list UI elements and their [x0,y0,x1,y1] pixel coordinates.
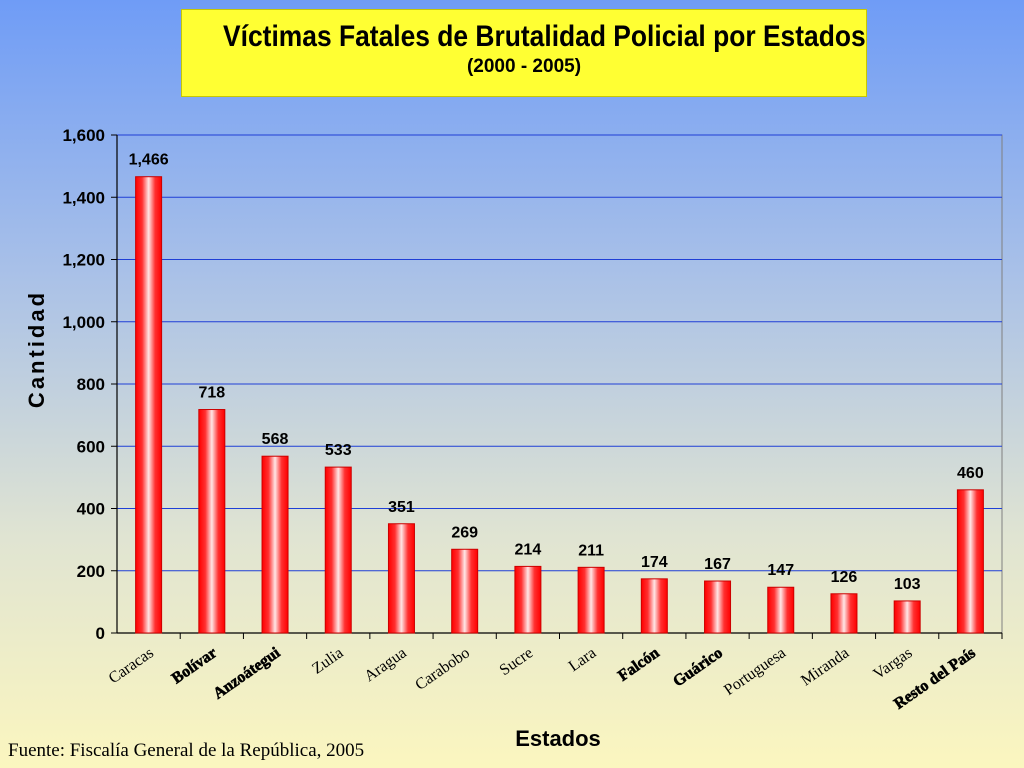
chart-title: Víctimas Fatales de Brutalidad Policial … [223,20,866,53]
bar [198,409,226,634]
bar [577,566,605,634]
y-tick-label: 1,000 [62,313,105,332]
x-category-label: Falcón [615,644,663,684]
bar [767,586,795,634]
x-category-label: Carabobo [412,644,473,694]
y-tick-label: 1,600 [62,126,105,145]
bar [704,580,732,634]
data-label: 211 [578,542,604,559]
y-tick-label: 1,200 [62,251,105,270]
y-axis-title: Cantidad [24,290,49,408]
x-category-label: Zulia [309,644,346,677]
bar [135,176,163,634]
bar [956,489,984,634]
chart-title-box: Víctimas Fatales de Brutalidad Policial … [181,9,867,97]
x-category-label: Portuguesa [721,644,789,699]
data-label: 533 [325,442,352,459]
data-label: 126 [831,569,858,586]
bar [640,578,668,634]
source-note: Fuente: Fiscalía General de la República… [8,740,365,761]
y-tick-label: 1,400 [62,188,105,207]
y-tick-label: 200 [77,562,105,581]
x-category-label: Lara [566,644,600,675]
x-category-label: Bolívar [169,644,220,687]
y-tick-label: 0 [96,624,105,643]
data-label: 103 [894,576,921,593]
data-label: 147 [767,562,794,579]
x-category-label: Guárico [670,644,726,690]
bar [261,455,289,634]
x-category-label: Anzoátegui [210,644,284,703]
y-tick-label: 600 [77,437,105,456]
data-label: 174 [641,554,668,571]
x-category-label: Vargas [870,644,915,683]
y-tick-label: 800 [77,375,105,394]
x-category-label: Caracas [106,644,157,687]
y-tick-label: 400 [77,500,105,519]
bar [514,565,542,634]
data-label: 718 [198,385,225,402]
bar [387,523,415,634]
x-category-label: Aragua [361,644,409,685]
data-label: 1,466 [129,152,169,169]
bar [830,593,858,634]
data-label: 460 [957,465,984,482]
data-label: 269 [451,524,478,541]
chart-subtitle: (2000 - 2005) [466,56,582,77]
bar [451,548,479,634]
x-category-label: Miranda [798,644,852,689]
data-label: 351 [388,499,415,516]
plot-area: 0 200 400 600 800 1,000 1,200 1,400 1,600 1,466 Ca… [62,126,1003,713]
data-label: 214 [515,541,542,558]
data-label: 167 [704,556,731,573]
bar [893,600,921,634]
data-label: 568 [262,431,289,448]
x-category-label: Sucre [497,644,537,679]
bar [324,466,352,634]
x-axis-title: Estados [515,726,601,751]
